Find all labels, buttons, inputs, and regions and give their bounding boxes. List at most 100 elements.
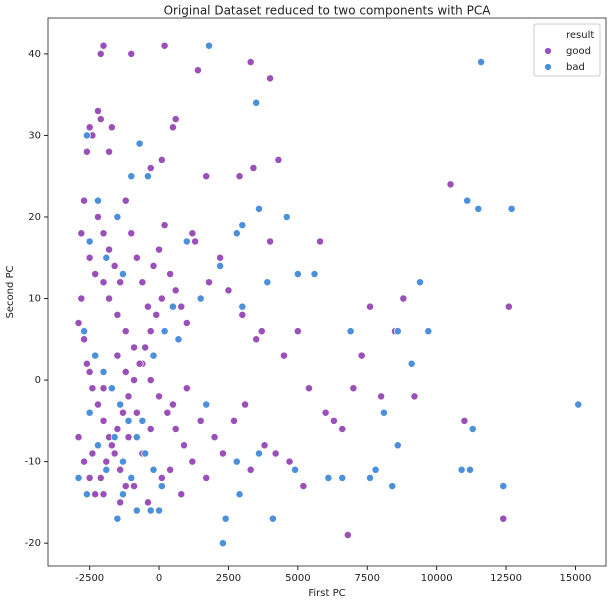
point [168,302,177,311]
point [121,327,130,336]
x-tick-label: 15000 [560,573,592,584]
point [238,221,247,230]
point [94,213,102,221]
point [166,465,175,474]
point [94,400,102,409]
point [235,172,244,181]
point [132,408,141,417]
point [82,131,91,140]
point [96,473,105,482]
point [346,327,355,336]
point [110,433,119,442]
x-tick-label: 12500 [490,573,522,584]
point [338,425,347,433]
legend-marker [543,46,553,56]
point [260,441,269,450]
legend-marker [543,62,553,72]
y-tick-label: 40 [28,49,41,60]
point [91,270,100,279]
point [188,229,197,238]
point [85,473,94,482]
point [130,482,139,491]
point [507,204,516,213]
point [102,253,111,262]
point [113,351,122,360]
point [116,465,125,474]
point [196,416,205,425]
point [252,98,261,107]
point [121,196,130,205]
point [119,490,127,499]
point [504,302,513,311]
legend-title: result [566,30,594,41]
point [85,253,94,262]
x-tick-label: 2500 [216,573,241,584]
point [149,261,158,270]
point [152,310,161,319]
point [466,465,474,474]
point [474,204,483,213]
point [88,384,97,393]
point [366,302,374,311]
point [107,384,116,393]
point [135,139,144,148]
point [132,506,141,515]
point [379,408,388,417]
point [105,294,114,303]
point [116,498,125,507]
point [177,302,186,311]
point [135,359,144,368]
point [274,155,283,164]
point [99,490,108,499]
point [138,278,147,287]
point [255,204,263,213]
point [105,147,114,156]
point [166,270,175,279]
point [121,482,130,491]
point [299,482,308,491]
point [446,180,455,189]
point [266,237,275,246]
point [282,213,291,221]
point [205,41,213,50]
point [94,441,102,450]
point [191,237,200,246]
point [410,392,419,401]
point [82,490,91,499]
point [366,473,374,482]
point [113,514,122,523]
point [196,294,205,303]
x-tick-label: 5000 [285,573,310,584]
chart-title: Original Dataset reduced to two componen… [164,4,492,18]
point [246,465,255,474]
point [132,433,141,442]
point [94,196,102,205]
point [182,319,191,327]
y-tick-label: 10 [28,294,41,305]
point [127,473,136,482]
point [110,261,119,270]
point [85,408,94,417]
point [241,400,250,409]
point [74,433,83,442]
point [377,392,386,401]
point [238,310,247,319]
point [143,302,152,311]
point [121,367,130,376]
legend-box [533,23,601,77]
point [91,351,100,360]
y-tick-label: -20 [25,538,41,549]
point [102,465,111,474]
point [416,278,424,287]
point [113,213,122,221]
point [168,123,177,132]
point [127,172,136,181]
point [74,319,83,327]
point [146,506,155,515]
y-tick-label: -10 [25,457,41,468]
point [149,351,158,360]
point [305,384,313,393]
point [107,123,116,132]
point [193,66,202,75]
point [230,416,238,425]
